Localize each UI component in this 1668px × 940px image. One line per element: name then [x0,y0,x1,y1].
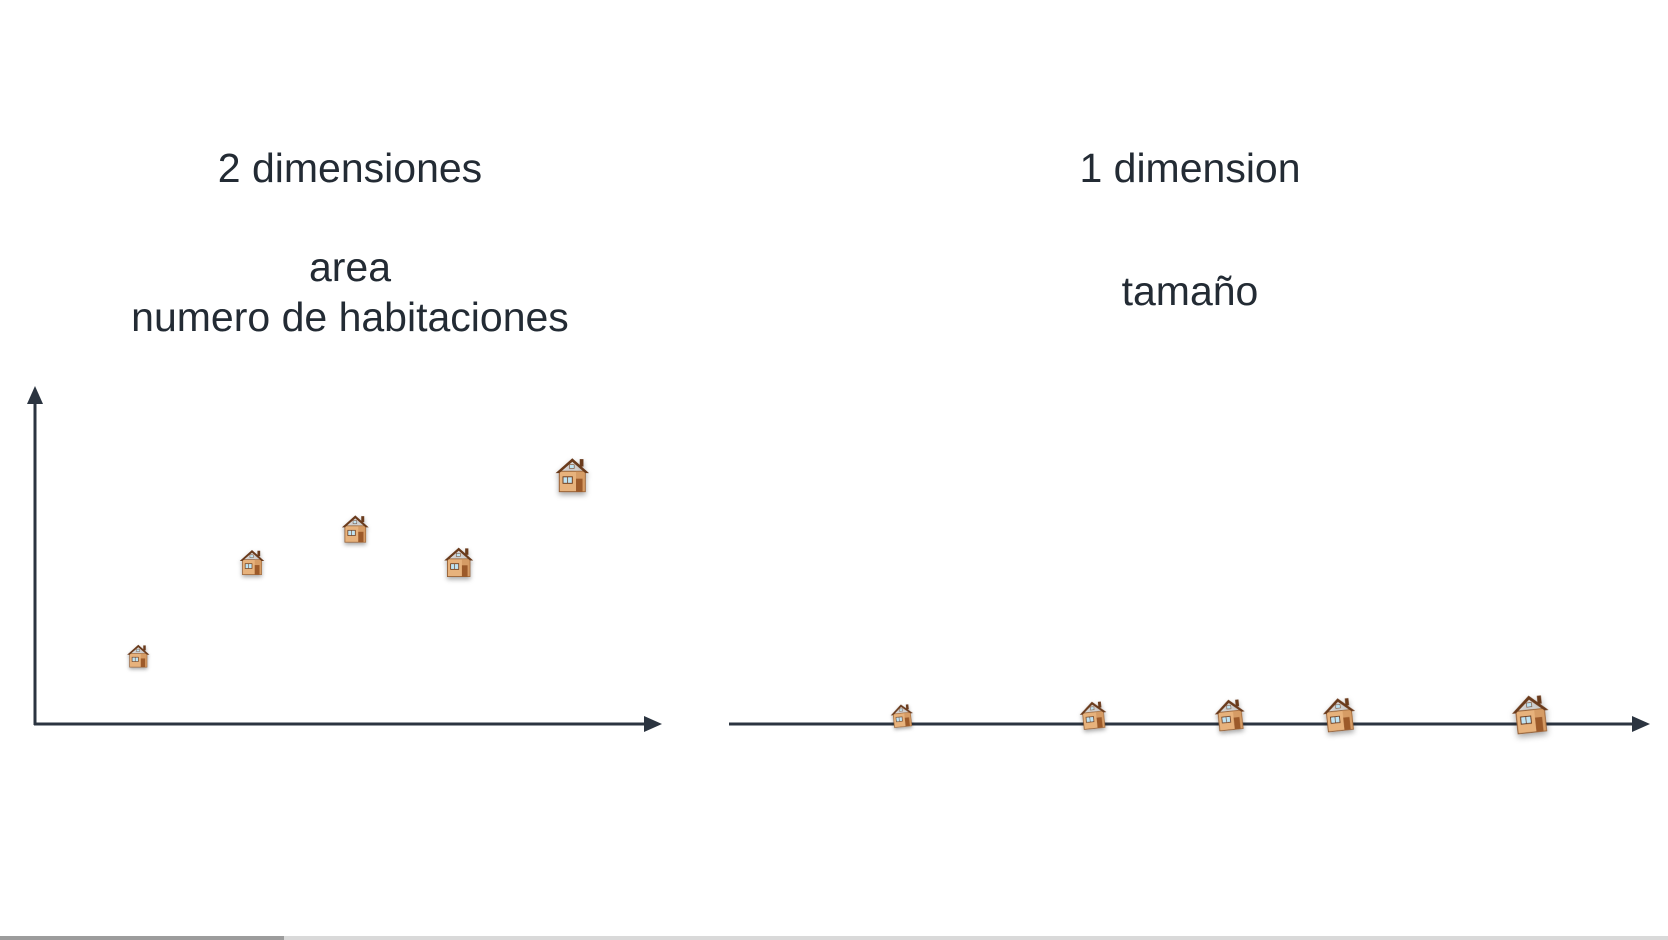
house-icon [341,515,370,543]
presentation-progress-bar [0,936,1668,940]
right-x-axis-arrow [1632,716,1650,732]
house-icon [555,457,590,493]
house-icon [1320,696,1358,733]
right-feature-size: tamaño [1121,268,1259,314]
left-feature-rooms: numero de habitaciones [131,294,569,340]
left-scatter-points [126,457,590,668]
right-panel-title: 1 dimension [1079,145,1301,191]
house-icon [126,644,150,668]
left-feature-area: area [308,244,392,290]
presentation-progress-fill [0,936,284,940]
right-axes [729,716,1650,732]
house-icon [1509,693,1552,735]
left-x-axis-arrow [644,716,662,732]
house-icon [239,549,265,575]
left-panel-title: 2 dimensiones [217,145,483,191]
left-axes [27,386,662,732]
right-line-points [889,693,1552,735]
house-icon [1212,697,1247,732]
left-y-axis-arrow [27,386,43,404]
house-icon [443,547,474,577]
